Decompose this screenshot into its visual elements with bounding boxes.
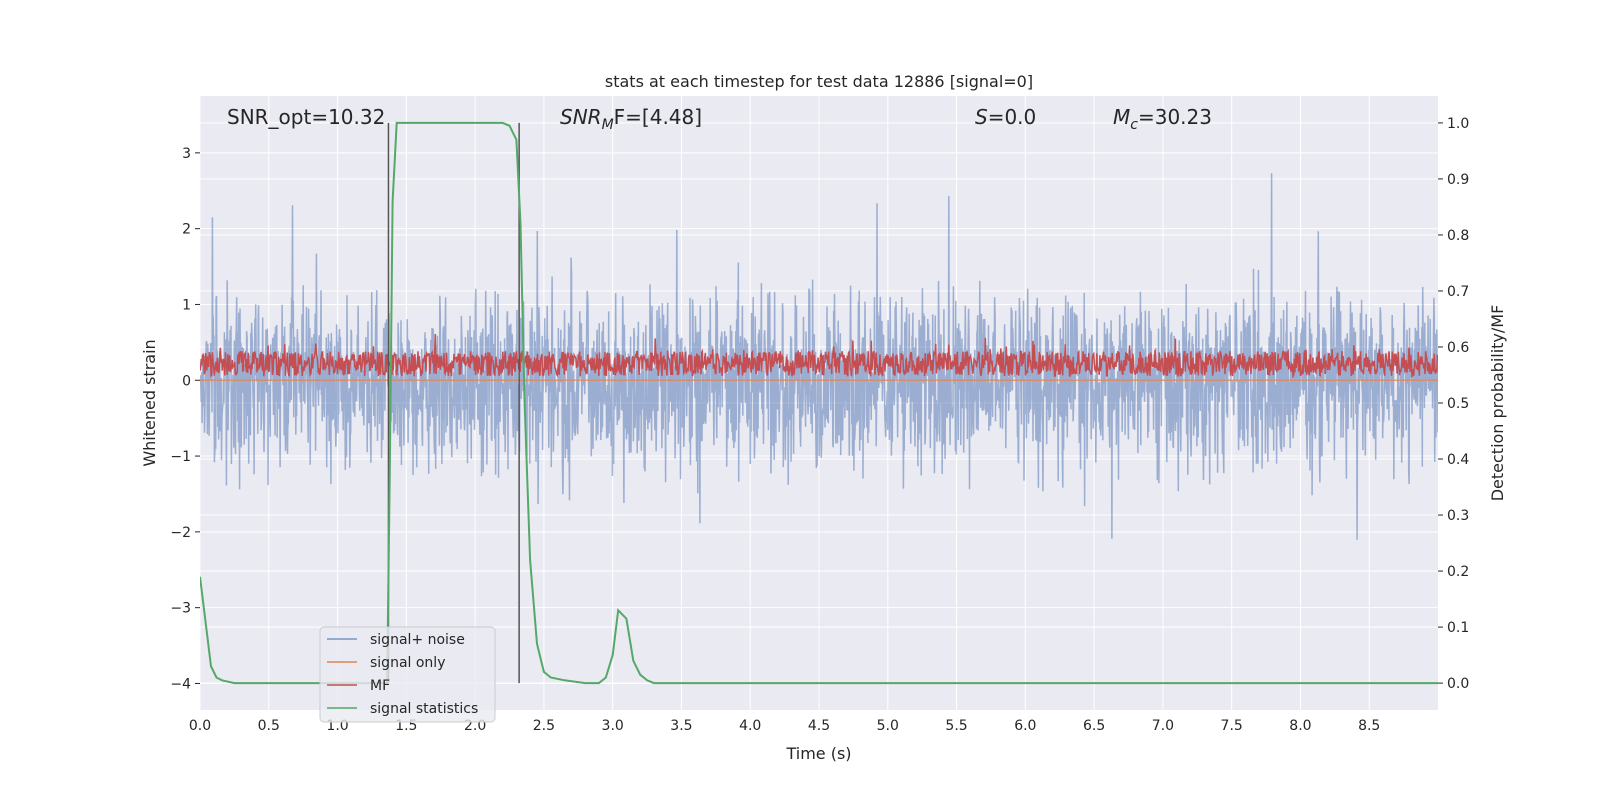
annotation-mc-rest: =30.23 (1138, 105, 1212, 129)
x-tick-label: 4.5 (808, 718, 830, 734)
x-tick-label: 8.5 (1358, 718, 1380, 734)
y2-tick-label: 0.1 (1447, 620, 1469, 636)
x-tick-label: 4.0 (739, 718, 761, 734)
y2-tick-label: 0.6 (1447, 340, 1469, 356)
x-tick-label: 7.0 (1152, 718, 1174, 734)
y2-tick-label: 0.8 (1447, 228, 1469, 244)
legend: signal+ noise signal only MF signal stat… (319, 626, 496, 723)
mf-line (200, 333, 1438, 379)
y2-tick-label: 1.0 (1447, 116, 1469, 132)
mf-series (200, 333, 1438, 379)
y-tick-label: 1 (182, 297, 191, 313)
y2-axis-ticks: 0.0 0.1 0.2 0.3 0.4 0.5 0.6 0.7 0.8 0.9 1.0 (1438, 116, 1469, 692)
x-tick-label: 0.5 (258, 718, 280, 734)
y2-tick-label: 0.4 (1447, 452, 1469, 468)
x-tick-label: 5.0 (877, 718, 899, 734)
x-tick-label: 5.5 (945, 718, 967, 734)
y2-tick-label: 0.2 (1447, 564, 1469, 580)
x-axis-ticks: 0.0 0.5 1.0 1.5 2.0 2.5 3.0 3.5 4.0 4.5 5.0 5.5 6.0 6… (189, 718, 1380, 734)
x-axis-label: Time (s) (785, 744, 851, 763)
y-tick-label: −1 (170, 449, 191, 465)
legend-box (319, 626, 496, 723)
x-tick-label: 6.5 (1083, 718, 1105, 734)
chart-title: stats at each timestep for test data 128… (605, 72, 1033, 91)
y2-tick-label: 0.3 (1447, 508, 1469, 524)
x-tick-label: 2.5 (533, 718, 555, 734)
signal-statistics-series (200, 121, 1438, 685)
annotation-s: S=0.0 (975, 105, 1036, 129)
y2-tick-label: 0.9 (1447, 172, 1469, 188)
annotation-snr-opt: SNR_opt=10.32 (227, 105, 385, 129)
x-tick-label: 7.5 (1221, 718, 1243, 734)
annotation-snr-mf: SNRMF=[4.48] (560, 105, 702, 133)
x-tick-label: 3.0 (602, 718, 624, 734)
annotation-mc-sub: c (1130, 117, 1138, 133)
annotation-snr-mf-sub: M (602, 117, 614, 133)
x-tick-label: 8.0 (1289, 718, 1311, 734)
x-tick-label: 0.0 (189, 718, 211, 734)
signal-noise-series (200, 173, 1438, 540)
legend-label-mf: MF (370, 678, 390, 694)
signal-noise-line (200, 173, 1438, 540)
annotation-mc-main: M (1113, 105, 1130, 129)
y2-tick-label: 0.7 (1447, 284, 1469, 300)
y-tick-label: −4 (170, 676, 191, 692)
y-axis-ticks: 3 2 1 0 −1 −2 −3 −4 (170, 146, 200, 692)
annotation-snr-mf-rest: F=[4.48] (614, 105, 702, 129)
x-tick-label: 6.0 (1014, 718, 1036, 734)
y-tick-label: 3 (182, 146, 191, 162)
legend-label-signal-only: signal only (370, 655, 445, 671)
annotation-s-rest: =0.0 (988, 105, 1037, 129)
y2-tick-label: 0.0 (1447, 676, 1469, 692)
legend-label-signal-statistics: signal statistics (370, 701, 478, 717)
y-tick-label: 2 (182, 222, 191, 238)
y-tick-label: −3 (170, 601, 191, 617)
y-tick-label: 0 (182, 373, 191, 389)
y2-axis-label: Detection probability/MF (1488, 305, 1507, 502)
y-tick-label: −2 (170, 525, 191, 541)
signal-statistics-line (200, 121, 1438, 685)
y2-tick-label: 0.5 (1447, 396, 1469, 412)
x-tick-label: 3.5 (670, 718, 692, 734)
legend-label-signal-noise: signal+ noise (370, 632, 465, 648)
y-axis-label: Whitened strain (140, 339, 159, 466)
annotation-mc: Mc=30.23 (1113, 105, 1212, 133)
annotation-snr-mf-main: SNR (560, 105, 602, 129)
annotation-s-main: S (975, 105, 988, 129)
